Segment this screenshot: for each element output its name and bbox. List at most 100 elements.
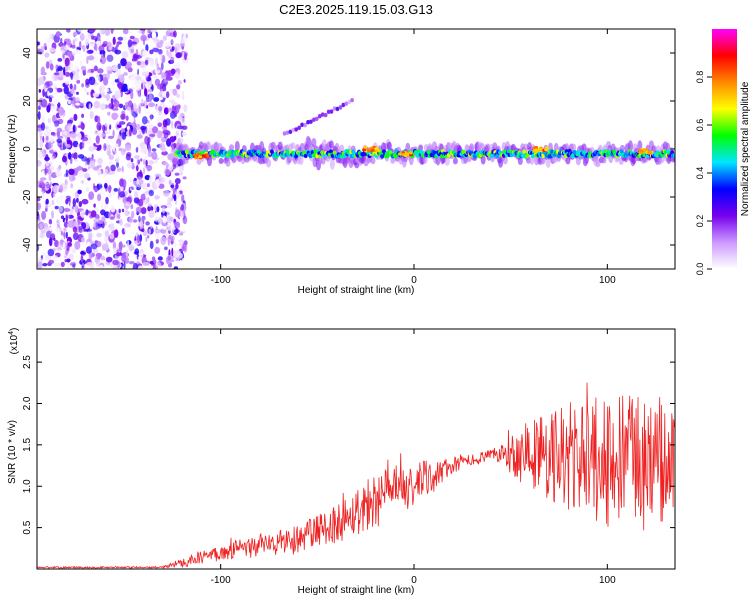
noise-blob <box>167 107 172 112</box>
noise-blob <box>64 57 70 67</box>
noise-blob <box>148 127 153 136</box>
noise-blob <box>99 50 106 55</box>
noise-blob <box>99 187 106 195</box>
noise-blob <box>112 52 115 57</box>
noise-blob <box>145 159 148 167</box>
streak-dot <box>300 122 304 128</box>
x-tick-label: -100 <box>211 575 231 586</box>
noise-blob <box>81 113 85 119</box>
streak-dot <box>326 109 331 115</box>
noise-blob <box>104 87 108 96</box>
noise-blob <box>104 29 111 36</box>
noise-blob <box>67 51 73 58</box>
noise-blob <box>40 205 46 209</box>
noise-blob <box>158 49 163 55</box>
noise-blob <box>55 222 58 226</box>
noise-blob <box>86 262 92 266</box>
noise-blob <box>127 81 130 91</box>
noise-blob <box>126 125 131 131</box>
noise-blob <box>156 42 163 48</box>
noise-blob <box>118 208 121 214</box>
noise-blob <box>81 136 89 142</box>
noise-blob <box>59 71 64 78</box>
noise-blob <box>114 78 119 83</box>
noise-blob <box>129 187 132 191</box>
noise-blob <box>135 146 139 153</box>
noise-blob <box>80 251 85 255</box>
y-tick-label: 2.0 <box>22 396 33 410</box>
noise-blob <box>144 59 149 65</box>
noise-blob <box>88 232 93 241</box>
noise-blob <box>103 203 108 210</box>
noise-blob <box>68 152 72 160</box>
noise-blob <box>110 29 114 34</box>
band-halo <box>545 158 551 168</box>
noise-blob <box>122 35 128 41</box>
noise-blob <box>92 35 98 41</box>
spectrogram-marks <box>37 29 675 269</box>
noise-blob <box>72 90 76 95</box>
noise-blob <box>153 195 160 200</box>
noise-blob <box>157 130 163 139</box>
noise-blob <box>119 218 123 226</box>
noise-blob <box>90 43 95 48</box>
noise-blob <box>123 261 126 269</box>
noise-blob <box>38 184 43 188</box>
noise-blob <box>180 204 185 211</box>
noise-blob <box>177 252 183 259</box>
noise-blob <box>49 63 54 71</box>
noise-blob <box>81 265 84 269</box>
noise-blob <box>38 76 45 85</box>
noise-blob <box>66 137 71 145</box>
streak-dot <box>312 117 316 122</box>
noise-blob <box>134 155 140 160</box>
noise-blob <box>73 38 78 42</box>
noise-blob <box>135 109 140 114</box>
noise-blob <box>145 71 149 76</box>
streak-dot <box>297 125 302 130</box>
noise-blob <box>47 118 52 124</box>
noise-blob <box>148 93 153 103</box>
noise-blob <box>160 228 167 234</box>
noise-blob <box>64 259 67 263</box>
streak-dot <box>323 112 328 118</box>
noise-blob <box>151 151 158 160</box>
snr-scale-label: (x104) <box>8 328 20 355</box>
noise-blob <box>57 58 63 62</box>
noise-blob <box>133 103 137 112</box>
noise-blob <box>61 49 66 55</box>
noise-blob <box>183 188 187 197</box>
noise-blob <box>136 179 139 185</box>
noise-blob <box>64 188 69 194</box>
noise-blob <box>113 99 120 108</box>
noise-blob <box>105 93 111 100</box>
noise-blob <box>145 236 148 242</box>
noise-blob <box>168 29 174 33</box>
noise-blob <box>63 148 70 153</box>
streak-dot <box>338 105 343 110</box>
noise-blob <box>57 135 64 139</box>
noise-blob <box>67 99 72 105</box>
band-halo <box>628 140 633 152</box>
noise-blob <box>159 142 166 151</box>
noise-blob <box>164 246 168 251</box>
colorbar-ticks: 0.0 0.2 0.4 0.6 0.8 <box>695 71 712 275</box>
noise-blob <box>48 47 56 53</box>
noise-blob <box>102 216 106 220</box>
noise-blob <box>148 102 156 107</box>
noise-blob <box>70 29 74 35</box>
noise-blob <box>37 260 43 269</box>
noise-blob <box>72 226 78 233</box>
noise-blob <box>87 32 91 39</box>
noise-blob <box>62 66 66 76</box>
noise-blob <box>124 209 129 217</box>
noise-blob <box>184 52 187 61</box>
band-peak <box>534 148 539 152</box>
noise-blob <box>58 184 64 193</box>
noise-blob <box>158 183 165 189</box>
noise-blob <box>165 76 173 81</box>
noise-blob <box>77 211 81 216</box>
noise-blob <box>72 232 79 241</box>
noise-blob <box>148 160 154 165</box>
noise-blob <box>90 68 95 73</box>
